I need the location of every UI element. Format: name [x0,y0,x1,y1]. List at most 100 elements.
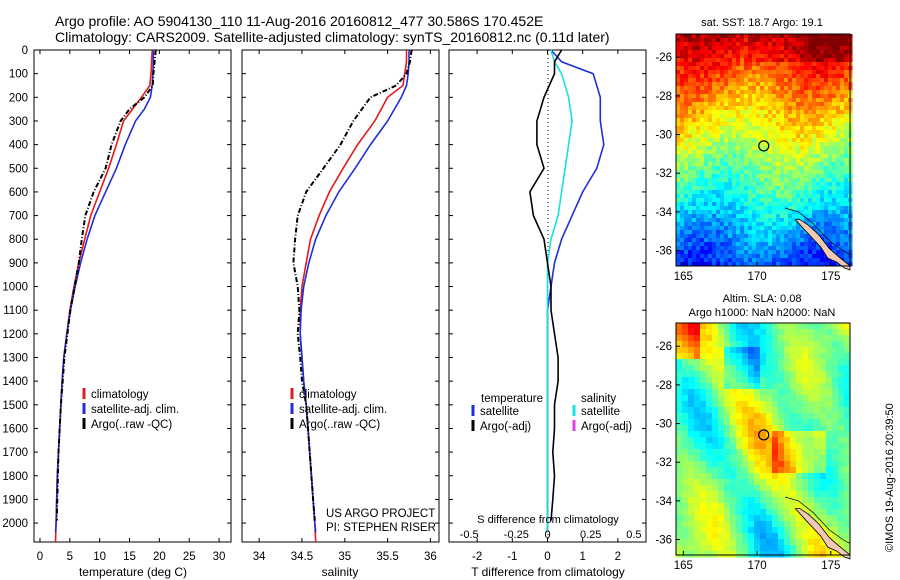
heatmap-cell [728,106,733,111]
heatmap-cell [732,146,737,151]
heatmap-cell [706,359,713,366]
heatmap-cell [800,250,805,255]
heatmap-cell [684,54,689,59]
heatmap-cell [748,254,753,259]
heatmap-cell [796,479,803,486]
depth-tick-label: 1200 [2,329,28,341]
heatmap-cell [792,166,797,171]
heatmap-cell [754,425,761,432]
heatmap-cell [760,94,765,99]
heatmap-cell [740,162,745,167]
heatmap-cell [684,66,689,71]
heatmap-cell [776,134,781,139]
heatmap-cell [748,110,753,115]
heatmap-cell [804,46,809,51]
heatmap-cell [820,142,825,147]
heatmap-cell [820,86,825,91]
heatmap-cell [844,90,849,95]
heatmap-cell [844,407,851,414]
heatmap-cell [826,389,833,396]
heatmap-cell [712,54,717,59]
heatmap-cell [768,154,773,159]
heatmap-cell [768,250,773,255]
heatmap-cell [676,46,681,51]
heatmap-cell [832,190,837,195]
heatmap-cell [730,323,737,330]
heatmap-cell [742,491,749,498]
heatmap-cell [814,389,821,396]
heatmap-cell [708,34,713,39]
heatmap-cell [840,110,845,115]
heatmap-cell [790,509,797,516]
heatmap-cell [828,218,833,223]
heatmap-cell [788,62,793,67]
heatmap-cell [778,347,785,354]
heatmap-cell [760,521,767,528]
heatmap-cell [712,533,719,540]
heatmap-cell [676,162,681,167]
heatmap-cell [768,42,773,47]
heatmap-cell [732,250,737,255]
heatmap-cell [778,515,785,522]
heatmap-cell [744,190,749,195]
heatmap-cell [682,401,689,408]
heatmap-cell [736,206,741,211]
heatmap-cell [706,419,713,426]
heatmap-cell [688,226,693,231]
heatmap-cell [700,38,705,43]
heatmap-cell [828,230,833,235]
heatmap-cell [796,178,801,183]
heatmap-cell [764,82,769,87]
heatmap-cell [792,230,797,235]
heatmap-cell [772,86,777,91]
heatmap-cell [708,106,713,111]
heatmap-cell [778,443,785,450]
heatmap-cell [808,146,813,151]
heatmap-cell [732,98,737,103]
heatmap-cell [688,38,693,43]
heatmap-cell [836,202,841,207]
heatmap-cell [706,509,713,516]
heatmap-cell [796,98,801,103]
series-line-satellite-adj-clim- [54,50,155,533]
series-line-climatology [299,50,408,543]
heatmap-cell [808,214,813,219]
heatmap-cell [780,110,785,115]
heatmap-cell [776,154,781,159]
heatmap-cell [784,78,789,83]
heatmap-cell [792,102,797,107]
heatmap-cell [820,503,827,510]
heatmap-cell [772,222,777,227]
heatmap-cell [744,258,749,263]
heatmap-cell [728,50,733,55]
heatmap-cell [676,110,681,115]
heatmap-cell [836,190,841,195]
heatmap-cell [788,86,793,91]
heatmap-cell [684,246,689,251]
heatmap-cell [816,62,821,67]
heatmap-cell [680,186,685,191]
heatmap-cell [820,383,827,390]
heatmap-cell [808,130,813,135]
heatmap-cell [732,150,737,155]
heatmap-cell [802,335,809,342]
heatmap-cell [760,138,765,143]
heatmap-cell [694,395,701,402]
heatmap-cell [796,527,803,534]
heatmap-cell [792,186,797,191]
heatmap-cell [748,437,755,444]
heatmap-cell [682,431,689,438]
heatmap-cell [778,527,785,534]
legend-salinity-title: salinity [581,393,616,405]
heatmap-cell [796,154,801,159]
heatmap-cell [680,222,685,227]
heatmap-cell [796,118,801,123]
heatmap-cell [692,198,697,203]
heatmap-cell [676,509,683,516]
legend-label: Argo(-adj) [480,421,531,433]
heatmap-cell [736,479,743,486]
heatmap-cell [760,158,765,163]
heatmap-cell [784,114,789,119]
heatmap-cell [752,190,757,195]
heatmap-cell [808,46,813,51]
